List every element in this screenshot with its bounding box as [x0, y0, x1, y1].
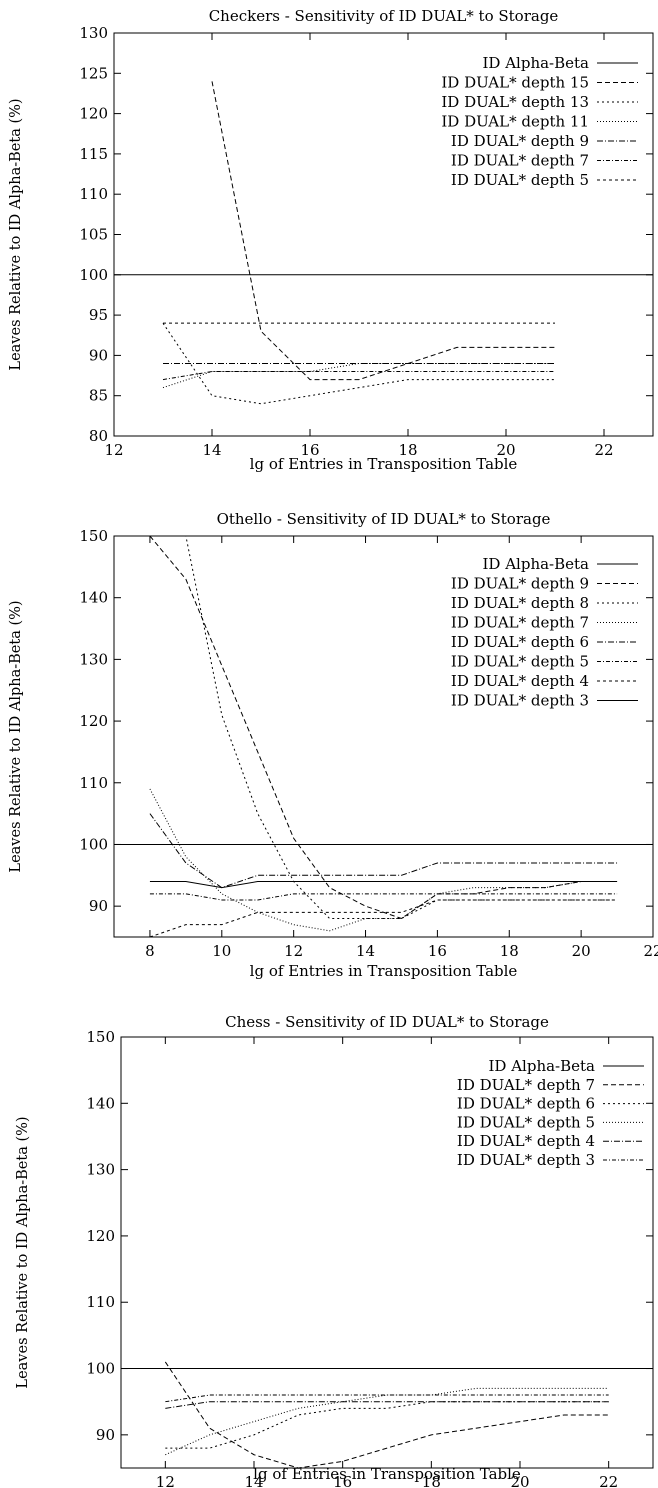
x-tick-label: 22 [643, 942, 658, 960]
y-tick-label: 130 [79, 650, 108, 668]
x-tick-label: 12 [284, 942, 303, 960]
y-tick-label: 130 [79, 24, 108, 42]
series-line-id-dual-depth-3 [149, 880, 618, 889]
series-line-id-dual-depth-13 [162, 322, 555, 405]
series-line-id-dual-depth-7 [149, 788, 618, 932]
series-line-id-dual-depth-5 [165, 1387, 609, 1456]
legend-label: ID DUAL* depth 11 [441, 113, 589, 131]
chart-panel-1: Checkers - Sensitivity of ID DUAL* to St… [8, 7, 654, 473]
x-tick-label: 12 [104, 441, 123, 459]
x-tick-label: 16 [333, 1473, 352, 1488]
legend-label: ID DUAL* depth 5 [457, 1113, 595, 1131]
y-tick-label: 125 [79, 64, 108, 82]
chart-title: Chess - Sensitivity of ID DUAL* to Stora… [225, 1013, 549, 1031]
legend-label: ID DUAL* depth 9 [451, 132, 589, 150]
legend-label: ID DUAL* depth 5 [451, 171, 589, 189]
y-tick-label: 130 [86, 1161, 115, 1179]
y-tick-label: 140 [86, 1094, 115, 1112]
y-tick-label: 110 [79, 774, 108, 792]
y-tick-label: 85 [89, 387, 108, 405]
y-tick-label: 90 [89, 897, 108, 915]
legend-label: ID DUAL* depth 6 [451, 633, 589, 651]
chart-title: Othello - Sensitivity of ID DUAL* to Sto… [217, 510, 551, 528]
series-line-id-dual-depth-4 [149, 899, 618, 937]
y-tick-label: 120 [86, 1227, 115, 1245]
chart-panel-3: Chess - Sensitivity of ID DUAL* to Stora… [15, 1013, 654, 1488]
y-tick-label: 90 [89, 346, 108, 364]
legend-label: ID Alpha-Beta [483, 555, 590, 573]
legend-label: ID DUAL* depth 9 [451, 575, 589, 593]
legend-label: ID DUAL* depth 7 [451, 152, 589, 170]
x-tick-label: 14 [202, 441, 221, 459]
legend-label: ID DUAL* depth 7 [457, 1076, 595, 1094]
x-axis-label: lg of Entries in Transposition Table [250, 962, 518, 980]
series-line-id-dual-depth-15 [211, 81, 555, 381]
x-tick-label: 20 [510, 1473, 529, 1488]
x-tick-label: 18 [500, 942, 519, 960]
series-line-id-dual-depth-6 [165, 1401, 609, 1449]
x-tick-label: 16 [428, 942, 447, 960]
y-tick-label: 110 [86, 1293, 115, 1311]
legend-label: ID Alpha-Beta [483, 54, 590, 72]
y-tick-label: 115 [79, 145, 108, 163]
x-tick-label: 10 [212, 942, 231, 960]
series-line-id-dual-depth-11 [162, 362, 555, 389]
y-axis-label: Leaves Relative to ID Alpha-Beta (%) [8, 98, 24, 370]
y-tick-label: 80 [89, 427, 108, 445]
x-axis-label: lg of Entries in Transposition Table [250, 455, 518, 473]
y-tick-label: 100 [79, 835, 108, 853]
y-tick-label: 95 [89, 306, 108, 324]
legend-label: ID Alpha-Beta [489, 1057, 596, 1075]
plot-frame [120, 1036, 654, 1469]
x-tick-label: 14 [356, 942, 375, 960]
x-tick-label: 18 [422, 1473, 441, 1488]
y-tick-label: 120 [79, 105, 108, 123]
legend-label: ID DUAL* depth 5 [451, 653, 589, 671]
y-tick-label: 90 [96, 1426, 115, 1444]
legend-label: ID DUAL* depth 8 [451, 594, 589, 612]
y-tick-label: 120 [79, 712, 108, 730]
y-tick-label: 140 [79, 589, 108, 607]
legend-label: ID DUAL* depth 3 [451, 692, 589, 710]
y-axis-label: Leaves Relative to ID Alpha-Beta (%) [8, 600, 24, 872]
y-tick-label: 110 [79, 185, 108, 203]
series-line-id-dual-depth-5 [149, 893, 618, 901]
chart-title: Checkers - Sensitivity of ID DUAL* to St… [209, 7, 559, 25]
x-axis-label: lg of Entries in Transposition Table [253, 1465, 521, 1483]
x-tick-label: 18 [398, 441, 417, 459]
legend-label: ID DUAL* depth 15 [441, 74, 589, 92]
x-tick-label: 16 [300, 441, 319, 459]
series-line-id-dual-depth-9 [149, 536, 618, 920]
series-line-id-dual-depth-7 [164, 1361, 609, 1468]
plot-frame [113, 32, 654, 437]
legend-label: ID DUAL* depth 13 [441, 93, 589, 111]
x-tick-label: 14 [244, 1473, 263, 1488]
series-line-id-dual-depth-3 [165, 1394, 609, 1403]
y-axis-label: Leaves Relative to ID Alpha-Beta (%) [15, 1116, 31, 1388]
y-tick-label: 150 [86, 1028, 115, 1046]
legend-label: ID DUAL* depth 7 [451, 614, 589, 632]
x-tick-label: 22 [599, 1473, 618, 1488]
legend-label: ID DUAL* depth 6 [457, 1095, 595, 1113]
y-tick-label: 100 [79, 266, 108, 284]
y-tick-label: 150 [79, 527, 108, 545]
y-tick-label: 100 [86, 1360, 115, 1378]
legend-label: ID DUAL* depth 4 [451, 672, 589, 690]
x-tick-label: 8 [145, 942, 155, 960]
plot-frame [113, 535, 654, 938]
legend-label: ID DUAL* depth 4 [457, 1132, 595, 1150]
chart-panel-2: Othello - Sensitivity of ID DUAL* to Sto… [8, 510, 658, 980]
series-line-id-dual-depth-8 [185, 536, 618, 919]
series-line-id-dual-depth-6 [149, 813, 618, 889]
x-tick-label: 22 [594, 441, 613, 459]
series-line-id-dual-depth-4 [165, 1401, 609, 1409]
x-tick-label: 20 [572, 942, 591, 960]
legend-label: ID DUAL* depth 3 [457, 1151, 595, 1169]
y-tick-label: 105 [79, 226, 108, 244]
series-line-id-dual-depth-7 [162, 371, 555, 381]
x-tick-label: 20 [496, 441, 515, 459]
x-tick-label: 12 [156, 1473, 175, 1488]
